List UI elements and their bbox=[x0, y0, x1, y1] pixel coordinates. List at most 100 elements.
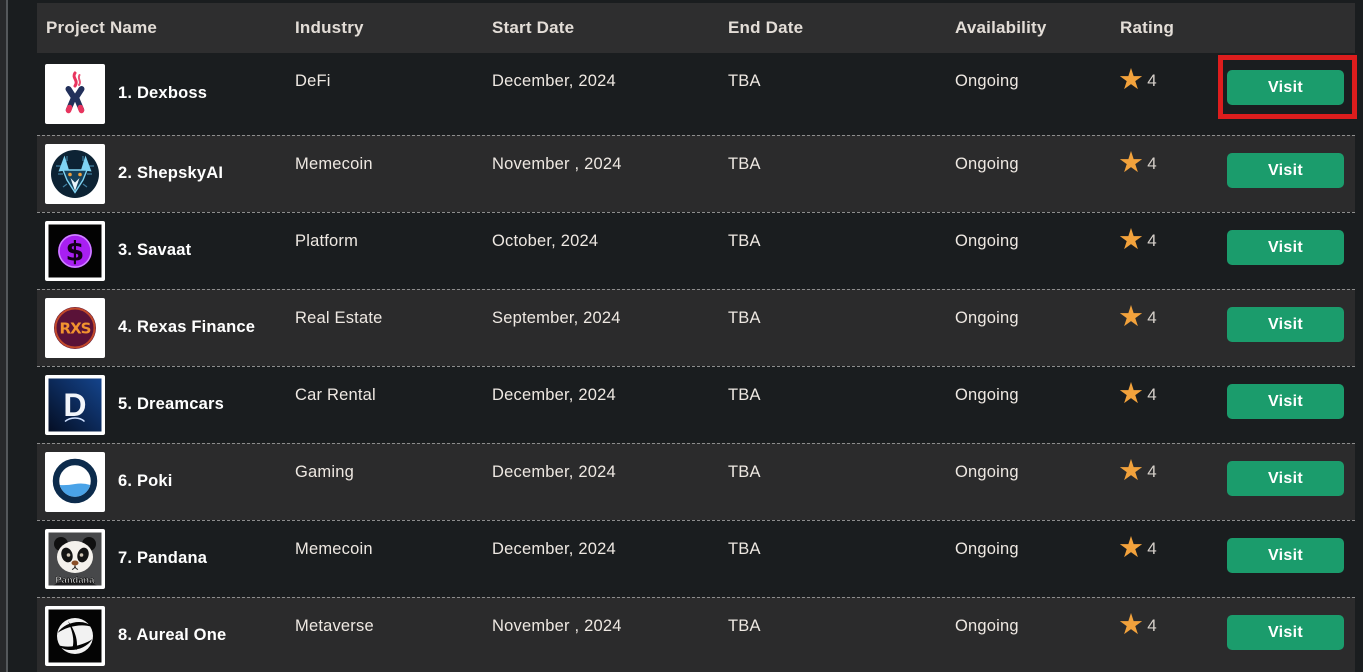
star-icon: ★ bbox=[1118, 224, 1145, 256]
rating-cell: ★ 4 bbox=[1108, 213, 1215, 289]
table-row: 8. Aureal One Metaverse November , 2024 … bbox=[37, 597, 1355, 672]
visit-button[interactable]: Visit bbox=[1227, 230, 1344, 265]
shepskyai-logo bbox=[45, 144, 105, 204]
industry-cell: Gaming bbox=[295, 463, 354, 481]
start-date-cell: November , 2024 bbox=[492, 617, 622, 635]
visit-cell: Visit bbox=[1215, 136, 1355, 212]
table-row: $ 3. Savaat Platform October, 2024 TBA O… bbox=[37, 212, 1355, 289]
project-cell: Pandana 7. Pandana bbox=[37, 521, 283, 597]
visit-cell: Visit bbox=[1215, 521, 1355, 597]
visit-button[interactable]: Visit bbox=[1227, 384, 1344, 419]
visit-cell: Visit bbox=[1215, 367, 1355, 443]
rating-value: 4 bbox=[1147, 385, 1157, 404]
project-name: 4. Rexas Finance bbox=[118, 318, 256, 337]
end-date-cell: TBA bbox=[728, 540, 761, 558]
rating-cell: ★ 4 bbox=[1108, 521, 1215, 597]
project-name: 3. Savaat bbox=[118, 241, 192, 260]
pandana-logo: Pandana bbox=[45, 529, 105, 589]
visit-button[interactable]: Visit bbox=[1227, 538, 1344, 573]
visit-button[interactable]: Visit bbox=[1227, 153, 1344, 188]
rating-cell: ★ 4 bbox=[1108, 444, 1215, 520]
star-icon: ★ bbox=[1118, 455, 1145, 487]
industry-cell: Real Estate bbox=[295, 309, 383, 327]
rating-value: 4 bbox=[1147, 308, 1157, 327]
project-cell: 6. Poki bbox=[37, 444, 283, 520]
table-row: RXS 4. Rexas Finance Real Estate Septemb… bbox=[37, 289, 1355, 366]
visit-cell: Visit bbox=[1215, 444, 1355, 520]
poki-logo bbox=[45, 452, 105, 512]
rating-cell: ★ 4 bbox=[1108, 136, 1215, 212]
project-name: 5. Dreamcars bbox=[118, 395, 225, 414]
industry-cell: Memecoin bbox=[295, 540, 373, 558]
savaat-logo: $ bbox=[45, 221, 105, 281]
rating-cell: ★ 4 bbox=[1108, 367, 1215, 443]
start-date-cell: December, 2024 bbox=[492, 72, 616, 90]
availability-cell: Ongoing bbox=[955, 72, 1019, 90]
rexas-finance-logo: RXS bbox=[45, 298, 105, 358]
visit-button[interactable]: Visit bbox=[1227, 615, 1344, 650]
availability-cell: Ongoing bbox=[955, 309, 1019, 327]
project-cell: 1. Dexboss bbox=[37, 53, 283, 135]
project-cell: 8. Aureal One bbox=[37, 598, 283, 672]
project-name: 8. Aureal One bbox=[118, 626, 227, 645]
project-cell: RXS 4. Rexas Finance bbox=[37, 290, 283, 366]
start-date-cell: December, 2024 bbox=[492, 463, 616, 481]
industry-cell: Metaverse bbox=[295, 617, 374, 635]
end-date-cell: TBA bbox=[728, 309, 761, 327]
industry-cell: DeFi bbox=[295, 72, 331, 90]
project-cell: $ 3. Savaat bbox=[37, 213, 283, 289]
table-row: 6. Poki Gaming December, 2024 TBA Ongoin… bbox=[37, 443, 1355, 520]
aureal-one-logo bbox=[45, 606, 105, 666]
visit-button[interactable]: Visit bbox=[1227, 70, 1344, 105]
rating-cell: ★ 4 bbox=[1108, 53, 1215, 135]
rating-value: 4 bbox=[1147, 462, 1157, 481]
table-row: 2. ShepskyAI Memecoin November , 2024 TB… bbox=[37, 135, 1355, 212]
start-date-cell: October, 2024 bbox=[492, 232, 599, 250]
svg-text:$: $ bbox=[66, 237, 85, 268]
star-icon: ★ bbox=[1118, 301, 1145, 333]
svg-text:D: D bbox=[63, 387, 86, 423]
project-cell: 2. ShepskyAI bbox=[37, 136, 283, 212]
start-date-cell: December, 2024 bbox=[492, 540, 616, 558]
visit-button[interactable]: Visit bbox=[1227, 307, 1344, 342]
end-date-cell: TBA bbox=[728, 72, 761, 90]
industry-cell: Platform bbox=[295, 232, 359, 250]
rating-cell: ★ 4 bbox=[1108, 598, 1215, 672]
availability-cell: Ongoing bbox=[955, 540, 1019, 558]
availability-cell: Ongoing bbox=[955, 232, 1019, 250]
table-row: Pandana 7. Pandana Memecoin December, 20… bbox=[37, 520, 1355, 597]
availability-cell: Ongoing bbox=[955, 386, 1019, 404]
table-left-border bbox=[6, 0, 8, 672]
svg-text:RXS: RXS bbox=[60, 320, 91, 338]
start-date-cell: December, 2024 bbox=[492, 386, 616, 404]
header-industry: Industry bbox=[295, 18, 364, 37]
start-date-cell: September, 2024 bbox=[492, 309, 621, 327]
end-date-cell: TBA bbox=[728, 232, 761, 250]
project-cell: D 5. Dreamcars bbox=[37, 367, 283, 443]
availability-cell: Ongoing bbox=[955, 155, 1019, 173]
rating-value: 4 bbox=[1147, 71, 1157, 90]
rating-value: 4 bbox=[1147, 539, 1157, 558]
project-name: 2. ShepskyAI bbox=[118, 164, 224, 183]
header-project-name: Project Name bbox=[46, 18, 158, 37]
star-icon: ★ bbox=[1118, 147, 1145, 179]
project-name: 1. Dexboss bbox=[118, 84, 208, 103]
visit-cell: Visit bbox=[1215, 213, 1355, 289]
availability-cell: Ongoing bbox=[955, 617, 1019, 635]
svg-text:Pandana: Pandana bbox=[56, 575, 96, 585]
projects-table: Project Name Industry Start Date End Dat… bbox=[37, 3, 1355, 672]
end-date-cell: TBA bbox=[728, 386, 761, 404]
table-row: D 5. Dreamcars Car Rental December, 2024… bbox=[37, 366, 1355, 443]
header-end-date: End Date bbox=[728, 18, 804, 37]
end-date-cell: TBA bbox=[728, 463, 761, 481]
visit-button[interactable]: Visit bbox=[1227, 461, 1344, 496]
header-start-date: Start Date bbox=[492, 18, 575, 37]
end-date-cell: TBA bbox=[728, 617, 761, 635]
project-name: 6. Poki bbox=[118, 472, 173, 491]
visit-cell: Visit bbox=[1215, 53, 1355, 135]
star-icon: ★ bbox=[1118, 532, 1145, 564]
page-left-margin bbox=[0, 0, 6, 672]
availability-cell: Ongoing bbox=[955, 463, 1019, 481]
header-availability: Availability bbox=[955, 18, 1047, 37]
dreamcars-logo: D bbox=[45, 375, 105, 435]
